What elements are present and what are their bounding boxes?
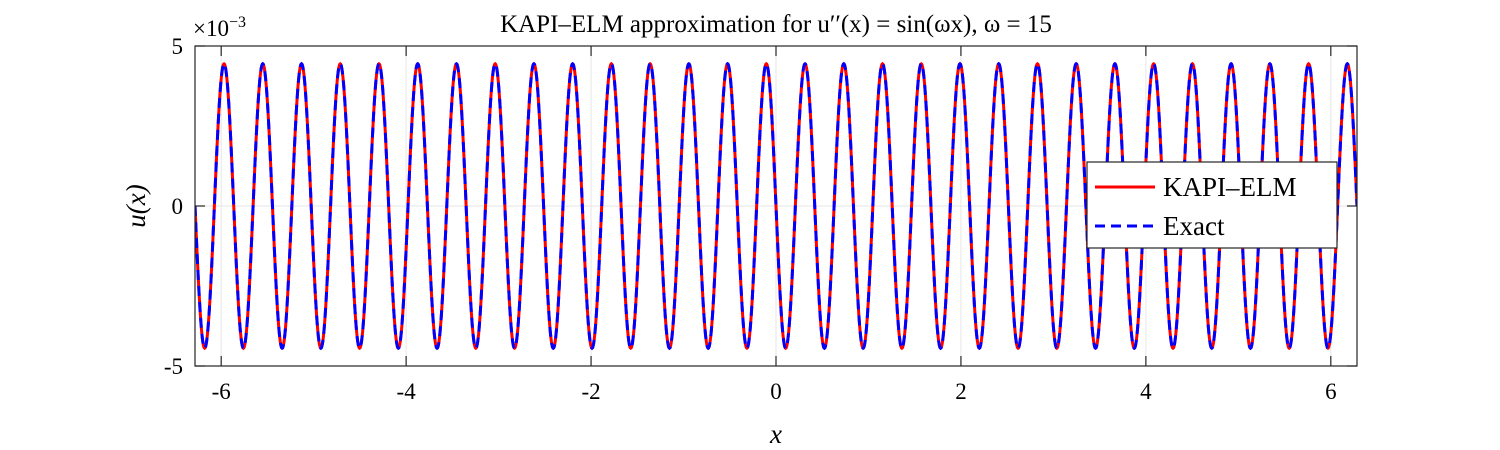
x-tick-label: 6 <box>1325 379 1337 404</box>
y-multiplier-base: ×10 <box>193 16 229 41</box>
tick-labels: -6 -4 -2 0 2 4 6 -5 0 5 <box>164 34 1337 404</box>
x-tick-label: 0 <box>770 379 782 404</box>
x-tick-label: -6 <box>212 379 231 404</box>
x-tick-label: -4 <box>397 379 417 404</box>
legend-label-exact: Exact <box>1163 211 1225 241</box>
legend-box <box>1086 161 1338 249</box>
axis-ticks <box>195 45 1357 367</box>
chart-title: KAPI–ELM approximation for u′′(x) = sin(… <box>500 11 1052 38</box>
x-tick-label: 4 <box>1140 379 1152 404</box>
x-axis-label: x <box>769 419 782 449</box>
y-tick-label: 5 <box>172 34 184 59</box>
series-line-exact <box>195 61 1357 351</box>
y-tick-label: 0 <box>172 194 184 219</box>
y-axis-label: u(x) <box>121 184 151 227</box>
legend: KAPI–ELM Exact <box>1086 161 1338 249</box>
y-multiplier-exponent: −3 <box>229 14 246 31</box>
x-tick-label: -2 <box>581 379 600 404</box>
legend-label-kapi-elm: KAPI–ELM <box>1163 172 1297 202</box>
y-tick-label: -5 <box>164 354 183 379</box>
x-tick-label: 2 <box>955 379 967 404</box>
y-axis-multiplier: ×10−3 <box>193 14 246 41</box>
